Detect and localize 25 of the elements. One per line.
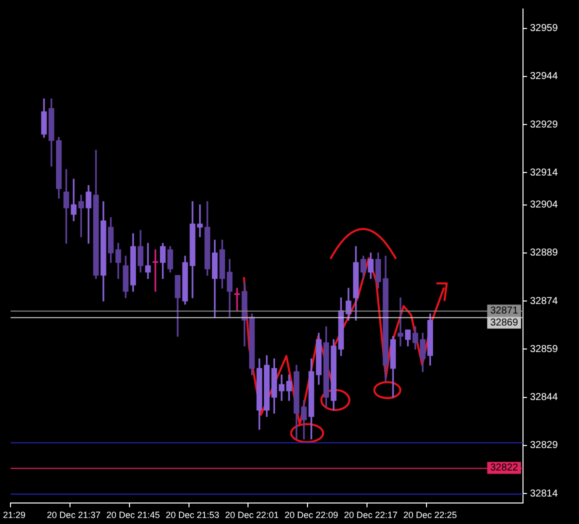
y-tick-label: 32914 <box>530 167 558 178</box>
y-tick-label: 32959 <box>530 23 558 34</box>
x-tick-label: 20 Dec 22:25 <box>403 510 457 520</box>
candlestick <box>398 297 404 346</box>
x-tick-label: 20 Dec 22:01 <box>225 510 279 520</box>
ref-line-label: 32871 <box>490 305 518 316</box>
y-tick-label: 32889 <box>530 248 558 259</box>
ref-line-label: 32822 <box>490 462 518 474</box>
y-tick-label: 32814 <box>530 488 558 500</box>
y-tick-label: 32859 <box>530 344 558 355</box>
y-tick-label: 32874 <box>530 296 558 307</box>
x-tick-label: 20 Dec 21:53 <box>166 510 220 520</box>
y-tick-label: 32844 <box>530 392 558 404</box>
x-tick-label: 20 Dec 21:37 <box>46 510 100 520</box>
candlestick <box>234 288 240 311</box>
candlestick <box>145 242 151 279</box>
x-tick-label: 20 Dec 21:45 <box>106 510 160 520</box>
y-tick-label: 32829 <box>530 440 558 452</box>
y-tick-label: 32944 <box>530 71 558 82</box>
x-tick-label: 20 Dec 22:09 <box>284 510 338 520</box>
y-tick-label: 32904 <box>530 200 558 211</box>
y-tick-label: 32929 <box>530 119 558 130</box>
x-tick-label: 21:29 <box>3 510 26 520</box>
ref-line-label: 32869 <box>490 317 518 328</box>
x-tick-label: 20 Dec 22:17 <box>344 510 398 520</box>
